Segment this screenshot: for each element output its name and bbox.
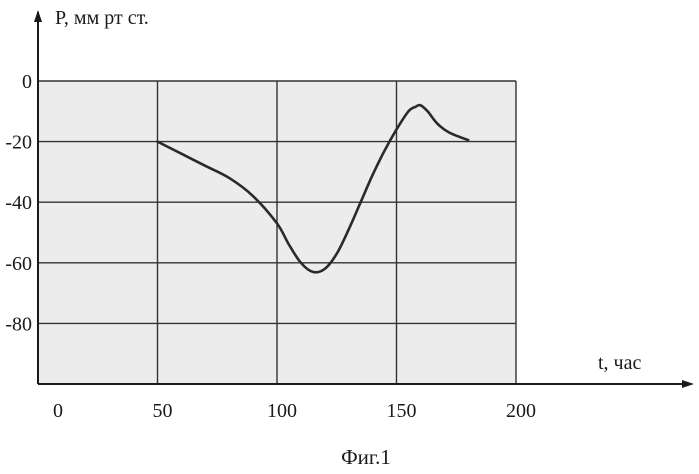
- x-axis-arrow-icon: [682, 380, 694, 388]
- x-axis-label: t, час: [598, 352, 641, 374]
- y-axis-label: P, мм рт ст.: [55, 7, 149, 29]
- x-tick-label: 50: [153, 400, 173, 422]
- y-tick-label: -20: [5, 132, 32, 154]
- x-tick-label: 200: [506, 400, 536, 422]
- y-tick-label: -40: [5, 192, 32, 214]
- x-tick-label: 0: [53, 400, 63, 422]
- y-axis-arrow-icon: [34, 10, 42, 22]
- x-tick-label: 150: [387, 400, 417, 422]
- y-tick-label: -80: [5, 313, 32, 335]
- y-tick-label: -60: [5, 253, 32, 275]
- x-tick-label: 100: [267, 400, 297, 422]
- figure-caption: Фиг.1: [341, 445, 391, 469]
- y-tick-label: 0: [22, 71, 32, 93]
